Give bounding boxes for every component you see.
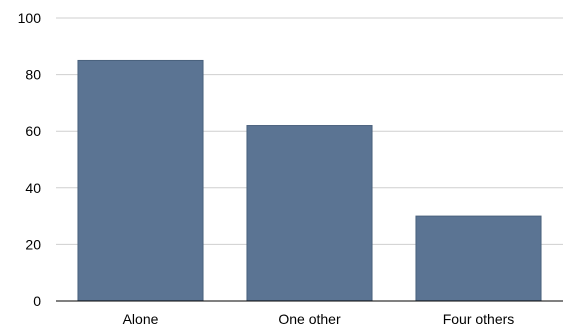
y-tick-label: 40: [25, 180, 41, 196]
bar-four-others: [415, 215, 542, 302]
x-category-label: One other: [278, 311, 341, 327]
x-category-label: Four others: [443, 311, 515, 327]
y-tick-label: 80: [25, 67, 41, 83]
x-category-label: Alone: [123, 311, 159, 327]
y-tick-label: 100: [18, 10, 42, 26]
x-axis-category-labels: Alone One other Four others: [123, 311, 515, 327]
y-axis-tick-labels: 0 20 40 60 80 100: [18, 10, 42, 309]
y-tick-label: 0: [33, 293, 41, 309]
bars: [77, 59, 542, 302]
bar-alone: [77, 59, 204, 302]
y-tick-label: 20: [25, 236, 41, 252]
bar-one-other: [246, 125, 373, 302]
y-tick-label: 60: [25, 123, 41, 139]
